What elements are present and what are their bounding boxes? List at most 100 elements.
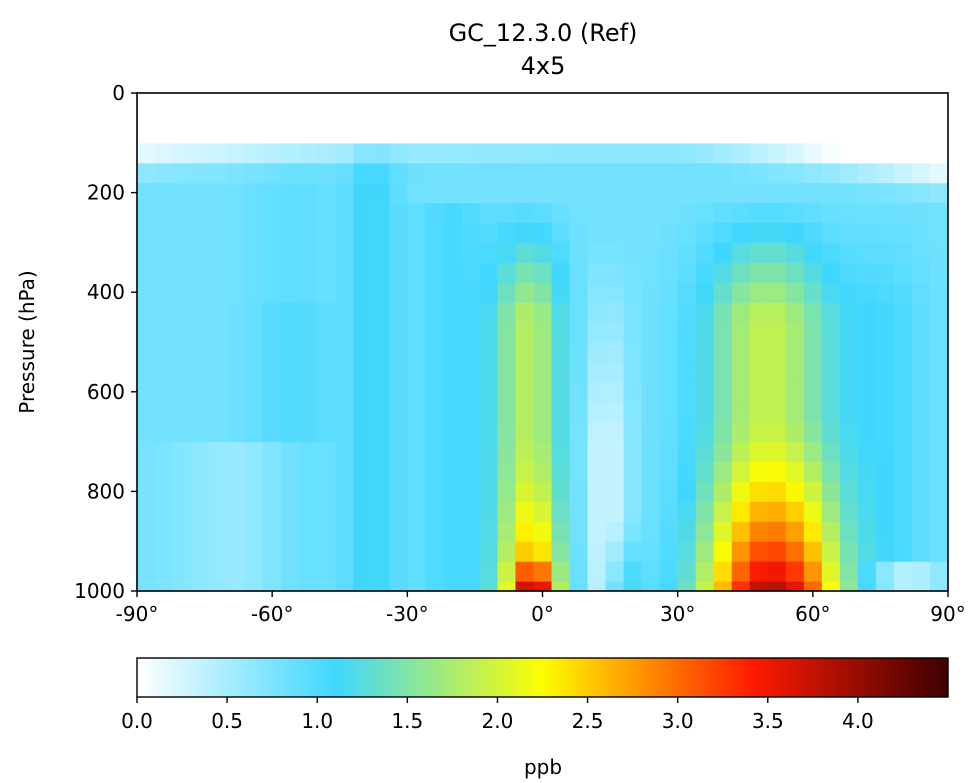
heatmap-cell xyxy=(875,142,895,164)
heatmap-cell xyxy=(857,401,877,423)
heatmap-cell xyxy=(335,242,354,263)
heatmap-cell xyxy=(515,242,535,263)
heatmap-cell xyxy=(461,242,481,263)
colorbar-tick-label: 3.0 xyxy=(662,709,694,733)
heatmap-cell xyxy=(803,581,823,592)
heatmap-cell xyxy=(605,162,625,184)
heatmap-cell xyxy=(227,342,246,363)
heatmap-cell xyxy=(461,282,481,303)
heatmap-cell xyxy=(497,561,517,582)
heatmap-cell xyxy=(839,342,859,363)
heatmap-cell xyxy=(191,461,210,483)
heatmap-cell xyxy=(335,302,354,323)
heatmap-cell xyxy=(785,202,805,224)
heatmap-cell xyxy=(515,322,535,343)
heatmap-cell xyxy=(425,142,444,164)
heatmap-cell xyxy=(731,481,751,502)
heatmap-cell xyxy=(821,322,841,343)
heatmap-cell xyxy=(299,322,318,343)
heatmap-cell xyxy=(587,441,607,463)
heatmap-cell xyxy=(659,481,679,502)
heatmap-cell xyxy=(371,461,390,483)
heatmap-cell xyxy=(209,93,228,144)
heatmap-cell xyxy=(785,262,805,283)
heatmap-cell xyxy=(533,401,553,423)
heatmap-cell xyxy=(479,421,499,443)
heatmap-cell xyxy=(209,282,228,303)
heatmap-cell xyxy=(515,262,535,283)
heatmap-cell xyxy=(659,93,679,144)
heatmap-cell xyxy=(515,501,535,522)
heatmap-cell xyxy=(209,222,228,243)
heatmap-cell xyxy=(569,222,589,243)
heatmap-cell xyxy=(515,401,535,423)
heatmap-cell xyxy=(155,461,174,483)
heatmap-cell xyxy=(893,441,913,463)
heatmap-cell xyxy=(929,142,949,164)
heatmap-cell xyxy=(641,342,661,363)
heatmap-cell xyxy=(677,93,697,144)
heatmap-cell xyxy=(911,561,931,582)
heatmap-cell xyxy=(461,182,481,204)
heatmap-cell xyxy=(929,421,949,443)
heatmap-cell xyxy=(929,441,949,463)
heatmap-cell xyxy=(263,342,282,363)
heatmap-cell xyxy=(677,142,697,164)
heatmap-cell xyxy=(641,93,661,144)
heatmap-cell xyxy=(497,302,517,323)
heatmap-cell xyxy=(263,581,282,592)
heatmap-cell xyxy=(785,182,805,204)
heatmap-cell xyxy=(281,561,300,582)
heatmap-cell xyxy=(893,262,913,283)
heatmap-cell xyxy=(191,581,210,592)
heatmap-cell xyxy=(371,322,390,343)
heatmap-cell xyxy=(191,521,210,542)
heatmap-cell xyxy=(461,302,481,323)
heatmap-cell xyxy=(479,501,499,522)
heatmap-cell xyxy=(389,302,408,323)
heatmap-cell xyxy=(785,282,805,303)
x-axis-ticks: -90° -60° -30° 0° 30° 60° 90° xyxy=(116,591,966,626)
heatmap-cell xyxy=(821,581,841,592)
heatmap-cell xyxy=(659,342,679,363)
heatmap-cell xyxy=(209,401,228,423)
heatmap-cell xyxy=(497,401,517,423)
heatmap-cell xyxy=(857,421,877,443)
heatmap-cell xyxy=(533,581,553,592)
heatmap-cell xyxy=(515,561,535,582)
colorbar-tick-label: 1.0 xyxy=(301,709,333,733)
heatmap-cell xyxy=(587,541,607,562)
heatmap-cell xyxy=(695,162,715,184)
heatmap-cell xyxy=(551,501,571,522)
heatmap-cell xyxy=(893,242,913,263)
heatmap-cell xyxy=(911,302,931,323)
heatmap-cell xyxy=(245,342,264,363)
heatmap-cell xyxy=(623,222,643,243)
heatmap-cell xyxy=(227,93,246,144)
heatmap-cell xyxy=(155,381,174,403)
heatmap-cell xyxy=(137,242,156,263)
heatmap-cell xyxy=(353,401,372,423)
heatmap-cell xyxy=(569,401,589,423)
heatmap-cell xyxy=(605,481,625,502)
heatmap-cell xyxy=(515,381,535,403)
heatmap-cell xyxy=(641,561,661,582)
heatmap-cell xyxy=(605,441,625,463)
heatmap-cell xyxy=(749,521,769,542)
heatmap-cell xyxy=(857,381,877,403)
heatmap-cell xyxy=(497,162,517,184)
heatmap-cell xyxy=(173,93,192,144)
heatmap-cell xyxy=(713,361,733,383)
heatmap-cell xyxy=(785,242,805,263)
heatmap-cell xyxy=(443,561,462,582)
heatmap-cell xyxy=(857,142,877,164)
heatmap-cell xyxy=(929,581,949,592)
heatmap-cell xyxy=(551,342,571,363)
heatmap-cell xyxy=(641,581,661,592)
heatmap-cell xyxy=(749,581,769,592)
heatmap-cell xyxy=(137,322,156,343)
heatmap-cell xyxy=(569,282,589,303)
heatmap-cell xyxy=(155,302,174,323)
heatmap-cell xyxy=(911,142,931,164)
heatmap-cell xyxy=(587,242,607,263)
